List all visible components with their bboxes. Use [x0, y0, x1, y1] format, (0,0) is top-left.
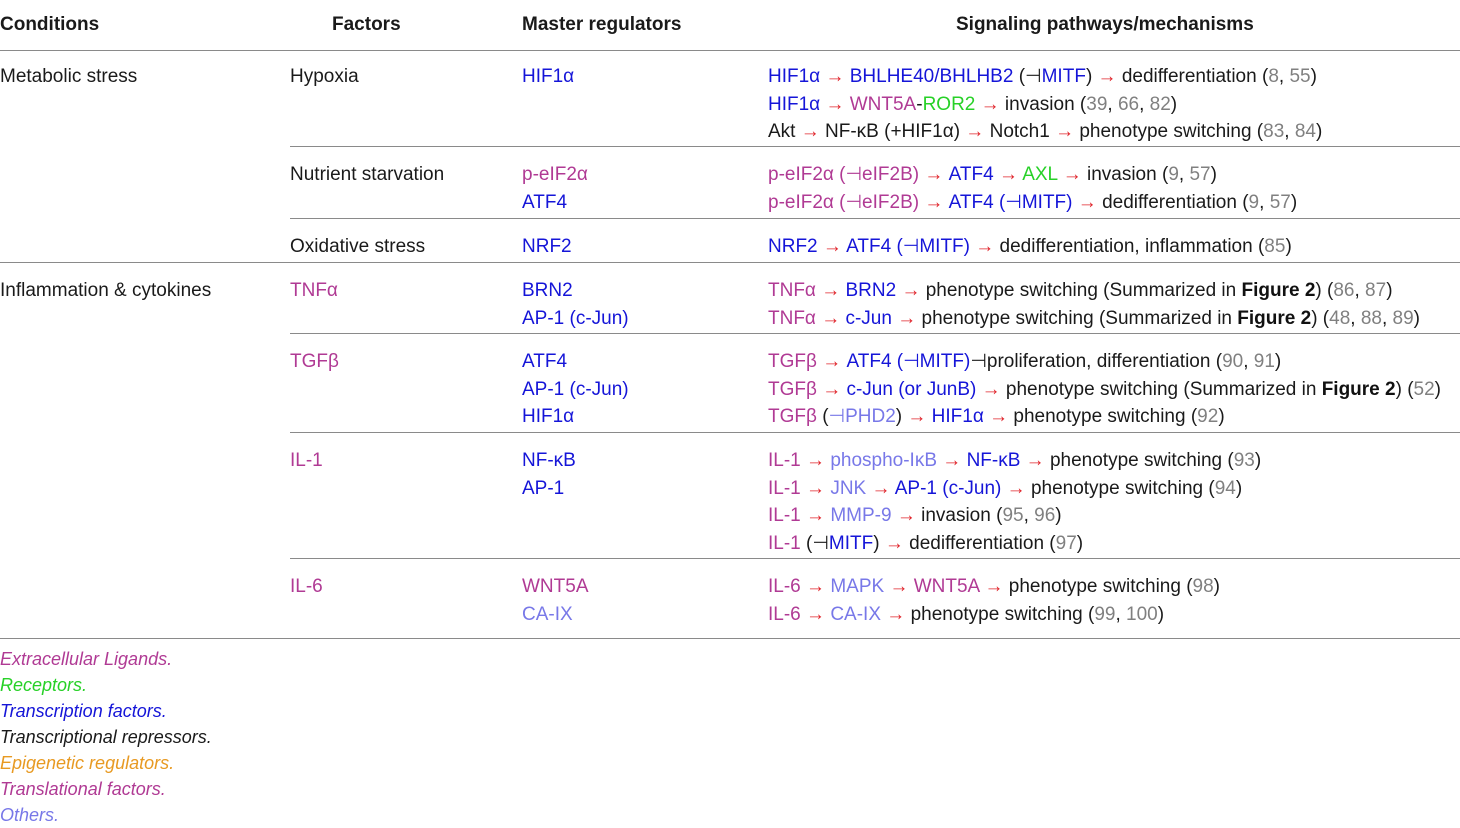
regulators-hypoxia: HIF1α [522, 63, 574, 91]
pathway-line: IL-6 → MAPK → WNT5A → phenotype switchin… [768, 576, 1220, 597]
pathway-line: TGFβ (⊣PHD2) → HIF1α → phenotype switchi… [768, 406, 1225, 427]
regulator-nrf2: NRF2 [522, 236, 572, 257]
table-bottom-rule [0, 638, 1460, 639]
pathway-line: HIF1α → WNT5A-ROR2 → invasion (39, 66, 8… [768, 93, 1178, 115]
factor-il1: IL-1 [290, 450, 323, 471]
regulator-wnt5a: WNT5A [522, 576, 589, 597]
pathway-line: NRF2 → ATF4 (⊣MITF) → dedifferentiation,… [768, 236, 1292, 257]
regulators-tgfb: ATF4 AP-1 (c-Jun) HIF1α [522, 348, 629, 431]
pathway-line: TNFα → BRN2 → phenotype switching (Summa… [768, 280, 1393, 301]
legend-epigenetic-regulators: Epigenetic regulators. [0, 753, 175, 773]
condition-metabolic-stress: Metabolic stress [0, 66, 138, 87]
regulator-atf4: ATF4 [522, 191, 568, 213]
regulator-nfkb: NF-κB [522, 450, 576, 471]
factor-tnfa: TNFα [290, 280, 338, 301]
legend-receptors: Receptors. [0, 675, 88, 695]
pathway-line: IL-6 → CA-IX → phenotype switching (99, … [768, 603, 1165, 625]
legend-ligands: Extracellular Ligands. [0, 649, 173, 669]
regulators-tnfa: BRN2 AP-1 (c-Jun) [522, 277, 629, 332]
row-divider [290, 333, 1460, 334]
regulators-il1: NF-κB AP-1 [522, 447, 576, 502]
legend-others: Others. [0, 805, 60, 825]
factor-il6: IL-6 [290, 576, 323, 597]
regulator-hif1a: HIF1α [522, 406, 575, 427]
pathway-line: Akt → NF-κB (+HIF1α) → Notch1 → phenotyp… [768, 121, 1323, 142]
pathways-tnfa: TNFα → BRN2 → phenotype switching (Summa… [768, 277, 1420, 332]
pathways-oxidative: NRF2 → ATF4 (⊣MITF) → dedifferentiation,… [768, 233, 1292, 261]
pathway-line: TNFα → c-Jun → phenotype switching (Summ… [768, 307, 1420, 329]
pathway-line: IL-1 → phospho-IκB → NF-κB → phenotype s… [768, 450, 1262, 471]
row-divider [290, 558, 1460, 559]
factor-hypoxia: Hypoxia [290, 66, 359, 87]
pathway-line: TGFβ → ATF4 (⊣MITF)⊣proliferation, diffe… [768, 351, 1282, 372]
regulator-ap1-cjun: AP-1 (c-Jun) [522, 307, 629, 329]
factor-oxidative-stress: Oxidative stress [290, 236, 426, 257]
header-master-regulators: Master regulators [522, 14, 682, 35]
legend: Extracellular Ligands. Receptors. Transc… [0, 646, 212, 828]
regulator-peif2a: p-eIF2α [522, 164, 588, 185]
regulators-il6: WNT5A CA-IX [522, 573, 589, 628]
pathway-line: p-eIF2α (⊣eIF2B) → ATF4 → AXL → invasion… [768, 164, 1217, 185]
row-divider [290, 146, 1460, 147]
factor-tgfb: TGFβ [290, 351, 339, 372]
regulator-brn2: BRN2 [522, 280, 573, 301]
factor-nutrient-starvation: Nutrient starvation [290, 164, 445, 185]
pathways-tgfb: TGFβ → ATF4 (⊣MITF)⊣proliferation, diffe… [768, 348, 1441, 431]
legend-transcription-factors: Transcription factors. [0, 701, 167, 721]
legend-translational-factors: Translational factors. [0, 779, 166, 799]
pathways-hypoxia: HIF1α → BHLHE40/BHLHB2 (⊣MITF) → dediffe… [768, 63, 1322, 146]
legend-transcriptional-repressors: Transcriptional repressors. [0, 727, 212, 747]
pathway-line: IL-1 (⊣MITF) → dedifferentiation (97) [768, 532, 1084, 554]
row-divider [290, 432, 1460, 433]
header-conditions: Conditions [0, 14, 100, 35]
regulator-ap1: AP-1 [522, 477, 565, 499]
regulator-atf4: ATF4 [522, 351, 568, 372]
header-pathways: Signaling pathways/mechanisms [956, 14, 1254, 35]
pathway-line: p-eIF2α (⊣eIF2B) → ATF4 (⊣MITF) → dediff… [768, 191, 1298, 213]
regulator-caix: CA-IX [522, 603, 573, 625]
regulator-ap1-cjun: AP-1 (c-Jun) [522, 378, 629, 400]
pathway-line: TGFβ → c-Jun (or JunB) → phenotype switc… [768, 378, 1441, 400]
header-factors: Factors [332, 14, 401, 35]
pathway-line: HIF1α → BHLHE40/BHLHB2 (⊣MITF) → dediffe… [768, 66, 1317, 87]
regulator-hif1a: HIF1α [522, 66, 575, 87]
pathways-nutrient: p-eIF2α (⊣eIF2B) → ATF4 → AXL → invasion… [768, 161, 1297, 216]
pathway-line: IL-1 → MMP-9 → invasion (95, 96) [768, 505, 1062, 526]
regulators-oxidative: NRF2 [522, 233, 572, 261]
pathways-il1: IL-1 → phospho-IκB → NF-κB → phenotype s… [768, 447, 1261, 557]
pathways-il6: IL-6 → MAPK → WNT5A → phenotype switchin… [768, 573, 1220, 628]
regulators-nutrient: p-eIF2α ATF4 [522, 161, 588, 216]
condition-inflammation: Inflammation & cytokines [0, 280, 212, 301]
row-divider [290, 218, 1460, 219]
header-rule [0, 50, 1460, 51]
section-divider [0, 262, 1460, 263]
pathway-line: IL-1 → JNK → AP-1 (c-Jun) → phenotype sw… [768, 477, 1243, 499]
